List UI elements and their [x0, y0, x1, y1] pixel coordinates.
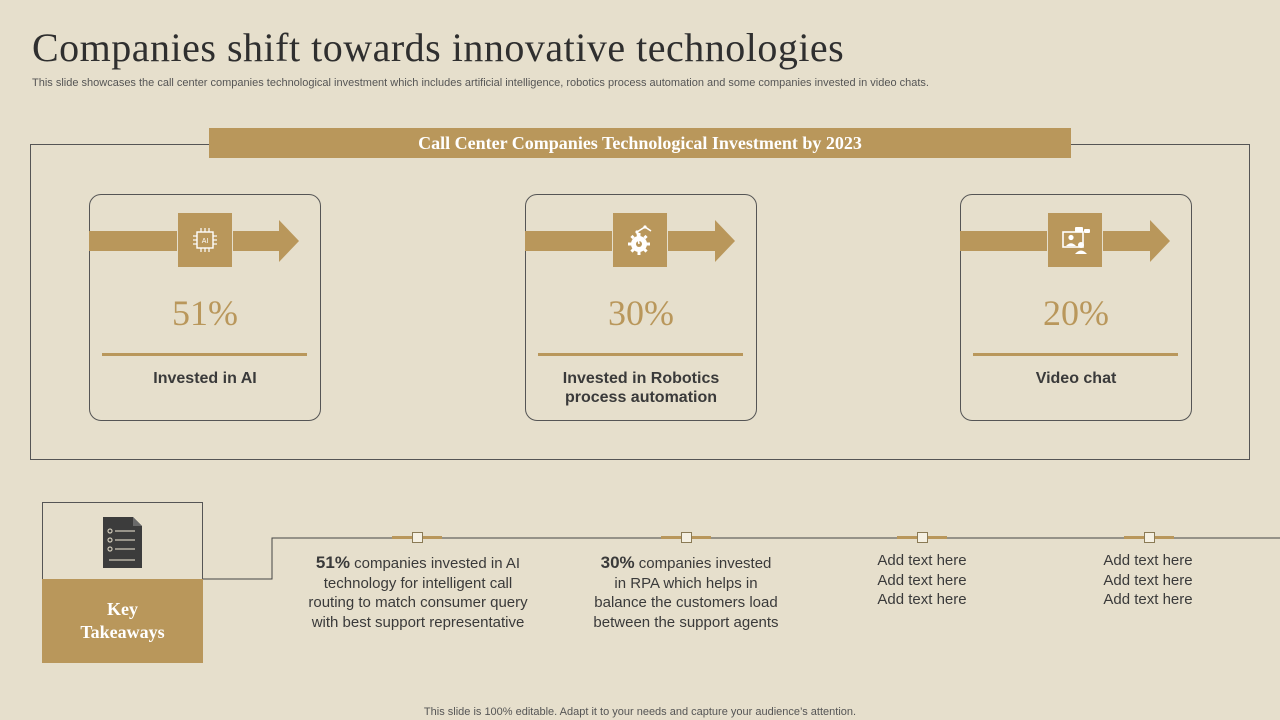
- ai-chip-icon: AI: [177, 212, 233, 268]
- takeaway-rpa: 30% companies invested in RPA which help…: [593, 553, 779, 631]
- ai-percent: 51%: [172, 293, 238, 333]
- timeline-marker: [412, 532, 423, 543]
- ai-chip-text: AI: [202, 238, 209, 245]
- stat-card-ai: [89, 194, 321, 421]
- takeaway-ai: 51% companies invested in AI technology …: [308, 553, 528, 631]
- takeaway-placeholder: Add text here Add text here Add text her…: [877, 552, 967, 608]
- video-chat-label: Video chat: [1035, 370, 1117, 387]
- panel-banner: Call Center Companies Technological Inve…: [209, 128, 1071, 158]
- divider: [973, 353, 1178, 356]
- timeline-marker: [1144, 532, 1155, 543]
- timeline-marker: [917, 532, 928, 543]
- stat-card-robotics: [525, 194, 757, 421]
- document-icon: [103, 517, 143, 569]
- video-chat-icon: [1047, 212, 1103, 268]
- robotics-label: Invested in Robotics process automation: [562, 370, 720, 406]
- footer-note: This slide is 100% editable. Adapt it to…: [423, 706, 857, 718]
- page-title: Companies shift towards innovative techn…: [32, 25, 845, 70]
- key-takeaways-label: Key Takeaways: [42, 579, 203, 663]
- stat-card-video-chat: [960, 194, 1192, 421]
- divider: [102, 353, 307, 356]
- video-chat-percent: 20%: [1043, 293, 1109, 333]
- takeaway-placeholder: Add text here Add text here Add text her…: [1103, 552, 1193, 608]
- timeline-marker: [681, 532, 692, 543]
- ai-label: Invested in AI: [153, 370, 257, 387]
- page-subtitle: This slide showcases the call center com…: [32, 77, 929, 89]
- robotics-gear-icon: [612, 212, 668, 268]
- divider: [538, 353, 743, 356]
- robotics-percent: 30%: [608, 293, 674, 333]
